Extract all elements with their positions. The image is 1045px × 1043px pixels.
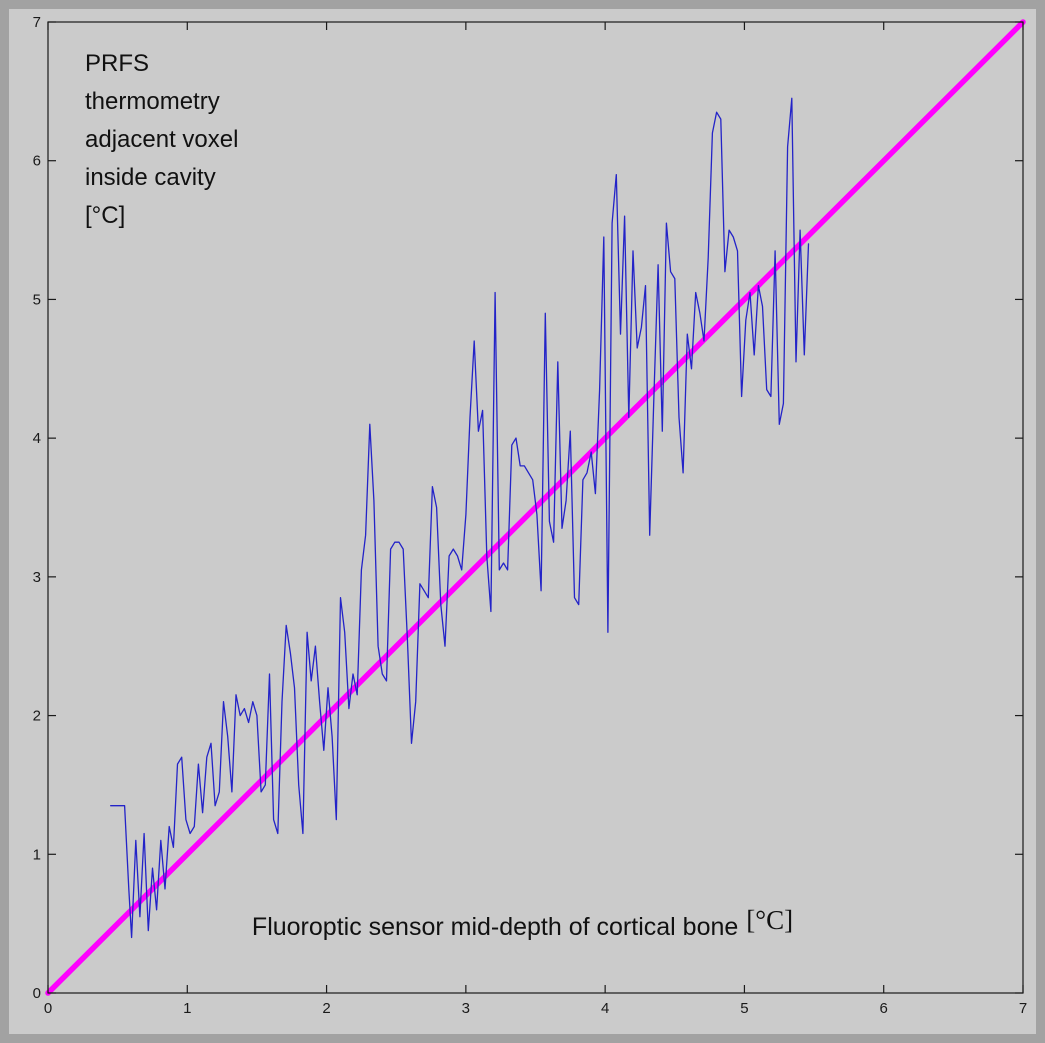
y-axis-label-line: inside cavity [85, 164, 216, 191]
x-axis-label-text: Fluoroptic sensor mid-depth of cortical … [251, 913, 739, 941]
y-tick-label: 5 [33, 291, 41, 308]
prfs-vs-sensor-trace [110, 97, 810, 939]
y-tick-label: 7 [33, 14, 41, 31]
x-tick-label: 5 [740, 1000, 748, 1017]
chart-canvas: 0 1 2 3 4 5 6 7 0 1 2 3 4 5 6 7 [33, 14, 1028, 1017]
y-tick-label: 2 [33, 708, 41, 725]
x-axis-unit: [°C] [746, 905, 794, 935]
x-tick-label: 0 [44, 1000, 52, 1017]
x-tick-label: 1 [183, 1000, 191, 1017]
x-tick-label: 2 [322, 1000, 330, 1017]
y-axis-label-line: PRFS [85, 50, 150, 77]
x-tick-label: 7 [1019, 1000, 1027, 1017]
x-axis-label: Fluoroptic sensor mid-depth of cortical … [9, 905, 1036, 942]
y-tick-label: 0 [33, 985, 41, 1002]
y-tick-label: 1 [33, 846, 41, 863]
y-tick-label: 4 [33, 430, 41, 447]
y-axis-label-line: thermometry [85, 88, 220, 115]
x-tick-label: 6 [880, 1000, 888, 1017]
y-axis-label-line: [°C] [85, 202, 126, 229]
y-tick-label: 6 [33, 153, 41, 170]
y-axis-label-line: adjacent voxel [85, 126, 239, 153]
x-tick-label: 4 [601, 1000, 609, 1017]
x-tick-label: 3 [462, 1000, 470, 1017]
y-tick-label: 3 [33, 569, 41, 586]
y-axis-label: PRFS thermometry adjacent voxel inside c… [85, 45, 238, 235]
plot-box [47, 21, 1024, 994]
